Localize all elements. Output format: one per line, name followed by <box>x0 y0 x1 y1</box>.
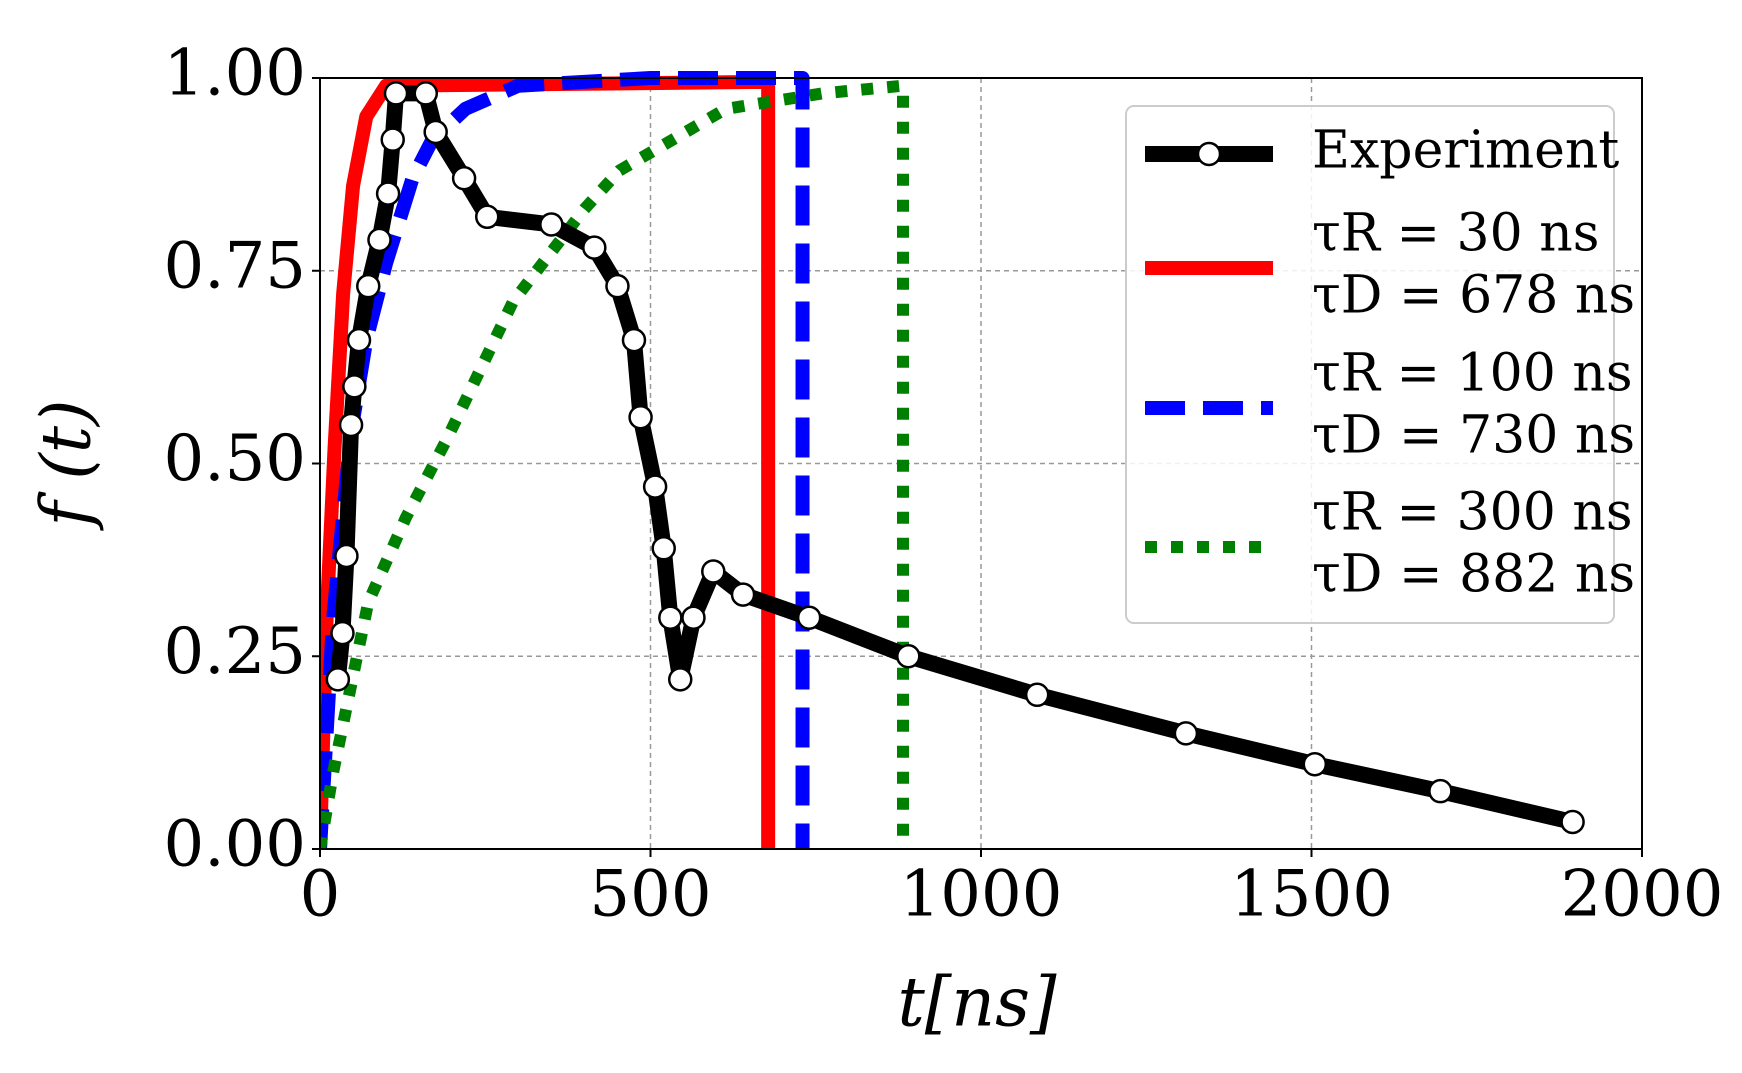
data-point <box>342 374 367 399</box>
x-tick-label: 1500 <box>1230 858 1393 932</box>
series-line <box>320 79 910 849</box>
data-point <box>681 605 706 630</box>
x-axis-label: t[ns] <box>897 964 1057 1043</box>
legend-box <box>1125 105 1615 624</box>
data-point <box>896 644 921 669</box>
data-point <box>1024 682 1050 708</box>
data-point <box>334 543 359 569</box>
data-point <box>628 404 653 430</box>
y-tick-label: 0.25 <box>164 615 307 689</box>
data-point <box>1302 751 1328 777</box>
x-tick-label: 0 <box>300 858 341 932</box>
data-point <box>474 204 500 230</box>
legend-marker <box>1196 141 1222 167</box>
data-point <box>730 582 756 607</box>
data-point <box>642 474 668 499</box>
y-axis-label: f (t) <box>28 399 107 531</box>
data-point <box>356 273 381 299</box>
legend-label: τD = 730 ns <box>1312 406 1635 466</box>
y-tick-label: 1.00 <box>164 37 307 111</box>
data-point <box>375 181 401 206</box>
legend-label: τR = 100 ns <box>1312 344 1633 404</box>
legend-label: τR = 30 ns <box>1312 204 1599 264</box>
data-point <box>330 620 355 646</box>
data-point <box>539 212 564 237</box>
data-point <box>383 81 409 106</box>
data-point <box>651 536 676 561</box>
data-point <box>346 327 372 353</box>
x-tick-label: 2000 <box>1561 858 1724 932</box>
y-tick-label: 0.50 <box>164 422 307 496</box>
data-point <box>1173 721 1199 746</box>
x-tick-label: 1000 <box>900 858 1063 932</box>
data-point <box>338 412 364 438</box>
legend-label: τD = 678 ns <box>1312 266 1635 326</box>
data-point <box>582 235 607 260</box>
y-tick-label: 0.75 <box>164 229 307 303</box>
data-point <box>667 667 693 692</box>
data-point <box>701 559 726 584</box>
data-point <box>380 127 405 152</box>
data-point <box>367 227 392 253</box>
data-point <box>451 165 477 191</box>
data-point <box>1560 809 1585 835</box>
data-point <box>1428 778 1453 804</box>
y-tick-label: 0.00 <box>164 808 307 882</box>
legend-label: Experiment <box>1312 121 1619 181</box>
data-point <box>325 667 351 692</box>
x-tick-label: 500 <box>589 858 711 932</box>
data-point <box>621 327 647 353</box>
legend-label: τD = 882 ns <box>1312 545 1635 605</box>
series-line <box>329 85 1575 830</box>
data-point <box>423 119 448 145</box>
legend-label: τR = 300 ns <box>1312 483 1633 543</box>
data-point <box>658 605 683 630</box>
plot-frame <box>319 77 1643 850</box>
data-point <box>796 605 822 630</box>
data-point <box>413 81 439 106</box>
data-point <box>605 273 630 299</box>
